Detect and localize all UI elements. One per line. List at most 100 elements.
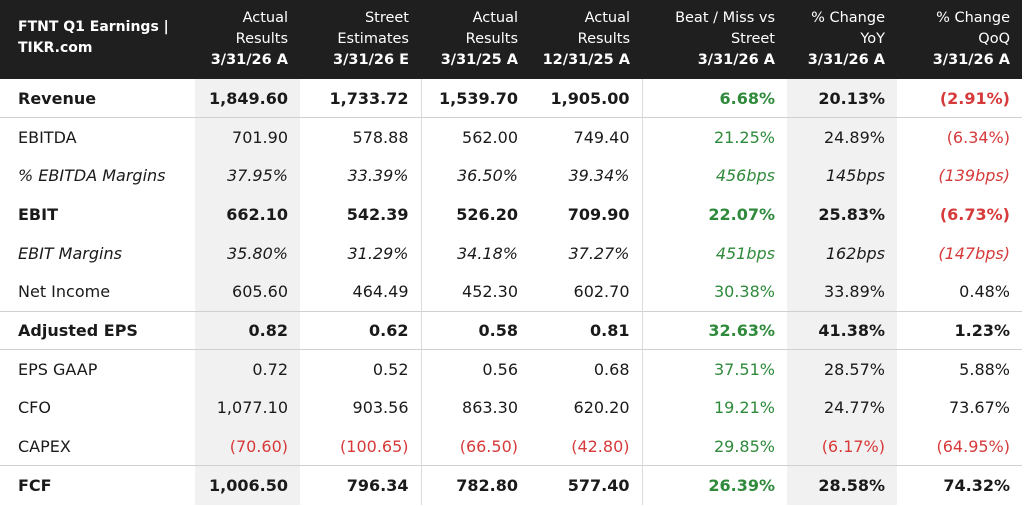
table-cell: (100.65) xyxy=(340,436,409,456)
table-cell: 456bps xyxy=(641,156,787,196)
header-row: FTNT Q1 Earnings | TIKR.com Actual Resul… xyxy=(0,0,1022,79)
column-header-change-qoq: % Change QoQ 3/31/26 A xyxy=(897,0,1022,79)
table-cell: 37.51% xyxy=(641,349,787,389)
table-cell: 28.58% xyxy=(787,465,897,505)
column-header-line2: QoQ xyxy=(978,31,1010,47)
table-cell: 36.50% xyxy=(420,156,530,196)
table-row-ebit-margins: EBIT Margins 35.80% 31.29% 34.18% 37.27%… xyxy=(0,233,1022,273)
table-title-line2: TIKR.com xyxy=(18,39,93,56)
table-cell: 35.80% xyxy=(195,233,300,273)
column-header-actual-q1-25: Actual Results 3/31/25 A xyxy=(421,0,530,79)
table-cell: 0.56 xyxy=(420,349,530,389)
table-cell: 1,905.00 xyxy=(550,88,630,108)
table-row-capex: CAPEX (70.60) (100.65) (66.50) (42.80) 2… xyxy=(0,427,1022,466)
table-cell: 73.67% xyxy=(948,398,1010,418)
table-cell: (2.91%) xyxy=(939,88,1010,108)
table-cell: 29.85% xyxy=(641,427,787,466)
table-cell: (6.34%) xyxy=(897,117,1022,157)
table-cell: 32.63% xyxy=(641,310,787,350)
table-cell: 19.21% xyxy=(641,388,787,428)
table-row-ebitda-margins: % EBITDA Margins 37.95% 33.39% 36.50% 39… xyxy=(0,156,1022,196)
column-header-line1: Actual xyxy=(472,10,518,26)
table-title: FTNT Q1 Earnings | TIKR.com xyxy=(0,0,195,79)
table-cell: 903.56 xyxy=(352,398,409,418)
table-cell: 796.34 xyxy=(300,465,421,505)
table-cell: 0.82 xyxy=(195,310,300,350)
table-cell: (147bps) xyxy=(938,243,1010,263)
table-cell: 1,733.72 xyxy=(329,88,409,108)
table-cell: 0.72 xyxy=(195,349,300,389)
row-label: EBIT Margins xyxy=(18,243,122,263)
table-row-cfo: CFO 1,077.10 903.56 863.30 620.20 19.21%… xyxy=(0,388,1022,428)
table-cell: (70.60) xyxy=(195,427,300,466)
column-header-line1: % Change xyxy=(811,10,885,26)
table-cell: 749.40 xyxy=(530,117,642,157)
column-header-beat-miss: Beat / Miss vs Street 3/31/26 A xyxy=(642,0,787,79)
column-header-change-yoy: % Change YoY 3/31/26 A xyxy=(787,0,897,79)
table-cell: 30.38% xyxy=(641,272,787,312)
table-cell: 863.30 xyxy=(420,388,530,428)
table-cell: 34.18% xyxy=(420,233,530,273)
column-header-date: 3/31/26 A xyxy=(807,52,885,68)
table-cell: 464.49 xyxy=(352,282,409,302)
column-header-line2: YoY xyxy=(860,31,885,47)
table-cell: 33.39% xyxy=(347,166,409,186)
table-cell: 39.34% xyxy=(568,166,630,186)
table-cell: (6.73%) xyxy=(939,204,1010,224)
table-cell: 21.25% xyxy=(641,117,787,157)
table-cell: 1,077.10 xyxy=(195,388,300,428)
table-row-ebitda: EBITDA 701.90 578.88 562.00 749.40 21.25… xyxy=(0,117,1022,157)
table-cell: 145bps xyxy=(787,156,897,196)
column-header-date: 3/31/26 A xyxy=(932,52,1010,68)
table-title-line1: FTNT Q1 Earnings | xyxy=(18,18,169,35)
table-cell: 0.62 xyxy=(300,310,421,350)
table-cell: 542.39 xyxy=(346,204,409,224)
table-cell: 0.58 xyxy=(420,310,530,350)
table-cell: 33.89% xyxy=(787,272,897,312)
column-header-date: 3/31/26 A xyxy=(210,52,288,68)
row-label: EPS GAAP xyxy=(0,349,195,389)
table-cell: 74.32% xyxy=(897,465,1022,505)
column-header-line1: Street xyxy=(364,10,409,26)
table-cell: 20.13% xyxy=(787,79,897,118)
table-cell: 709.90 xyxy=(567,204,630,224)
table-cell: (139bps) xyxy=(938,166,1010,186)
table-cell: 578.88 xyxy=(300,117,421,157)
table-cell: 162bps xyxy=(787,233,897,273)
table-cell: 37.95% xyxy=(195,156,300,196)
row-label: EBITDA xyxy=(0,117,195,157)
row-label: FCF xyxy=(0,465,195,505)
column-header-street-estimates: Street Estimates 3/31/26 E xyxy=(300,0,421,79)
column-header-line2: Results xyxy=(577,31,630,47)
column-header-line2: Results xyxy=(235,31,288,47)
table-cell: 28.57% xyxy=(787,349,897,389)
table-cell: 1,849.60 xyxy=(195,79,300,118)
column-header-date: 3/31/25 A xyxy=(440,52,518,68)
table-cell: 562.00 xyxy=(420,117,530,157)
table-cell: 701.90 xyxy=(195,117,300,157)
row-label: CAPEX xyxy=(18,436,71,456)
table-row-adjusted-eps: Adjusted EPS 0.82 0.62 0.58 0.81 32.63% … xyxy=(0,310,1022,350)
table-row-ebit: EBIT 662.10 542.39 526.20 709.90 22.07% … xyxy=(0,195,1022,234)
table-cell: 22.07% xyxy=(641,195,787,234)
row-label: EBIT xyxy=(18,204,58,224)
row-label: % EBITDA Margins xyxy=(18,166,166,186)
table-cell: (42.80) xyxy=(571,436,630,456)
table-cell: 1,006.50 xyxy=(195,465,300,505)
column-header-actual-q4-25: Actual Results 12/31/25 A xyxy=(530,0,642,79)
table-cell: 37.27% xyxy=(568,243,630,263)
table-cell: 1.23% xyxy=(897,310,1022,350)
table-cell: 26.39% xyxy=(641,465,787,505)
row-label: Adjusted EPS xyxy=(0,310,195,350)
table-cell: (6.17%) xyxy=(787,427,897,466)
column-header-actual-q1-26: Actual Results 3/31/26 A xyxy=(195,0,300,79)
column-header-line2: Street xyxy=(730,31,775,47)
column-header-date: 3/31/26 E xyxy=(333,52,409,68)
table-cell: 5.88% xyxy=(897,349,1022,389)
column-header-date: 12/31/25 A xyxy=(542,52,630,68)
table-cell: 782.80 xyxy=(420,465,530,505)
table-cell: 24.89% xyxy=(787,117,897,157)
table-cell: 605.60 xyxy=(195,272,300,312)
table-cell: 526.20 xyxy=(420,195,530,234)
table-cell: 24.77% xyxy=(787,388,897,428)
